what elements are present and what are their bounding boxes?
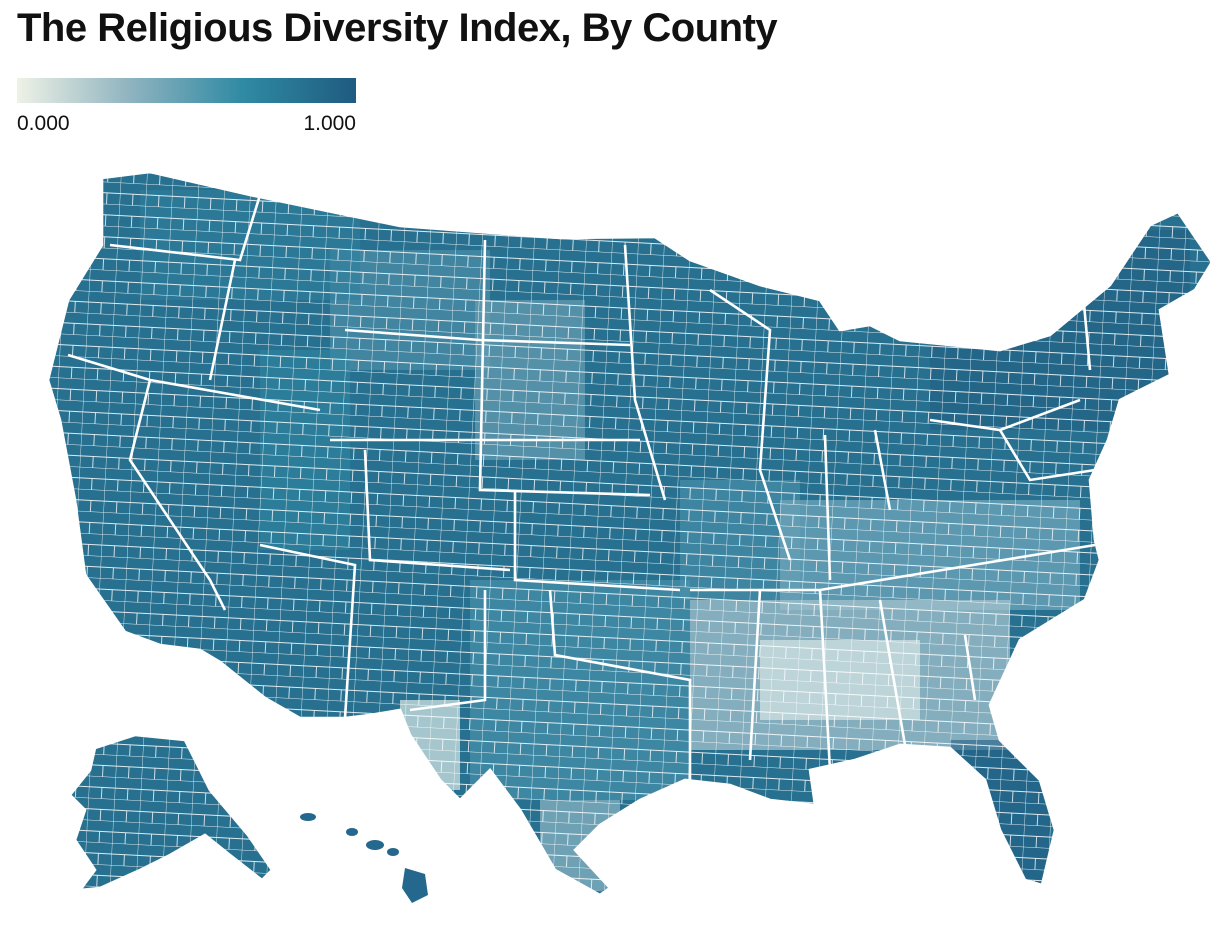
chart-title: The Religious Diversity Index, By County (17, 6, 778, 50)
us-county-choropleth-map (46, 170, 1214, 903)
color-legend: 0.000 1.000 (17, 78, 356, 138)
hawaii-islands (300, 813, 428, 903)
legend-gradient-bar (17, 78, 356, 103)
legend-min-label: 0.000 (17, 112, 70, 135)
county-fill-layer (48, 172, 1212, 895)
state-boundaries (46, 170, 1214, 897)
legend-max-label: 1.000 (303, 112, 356, 135)
